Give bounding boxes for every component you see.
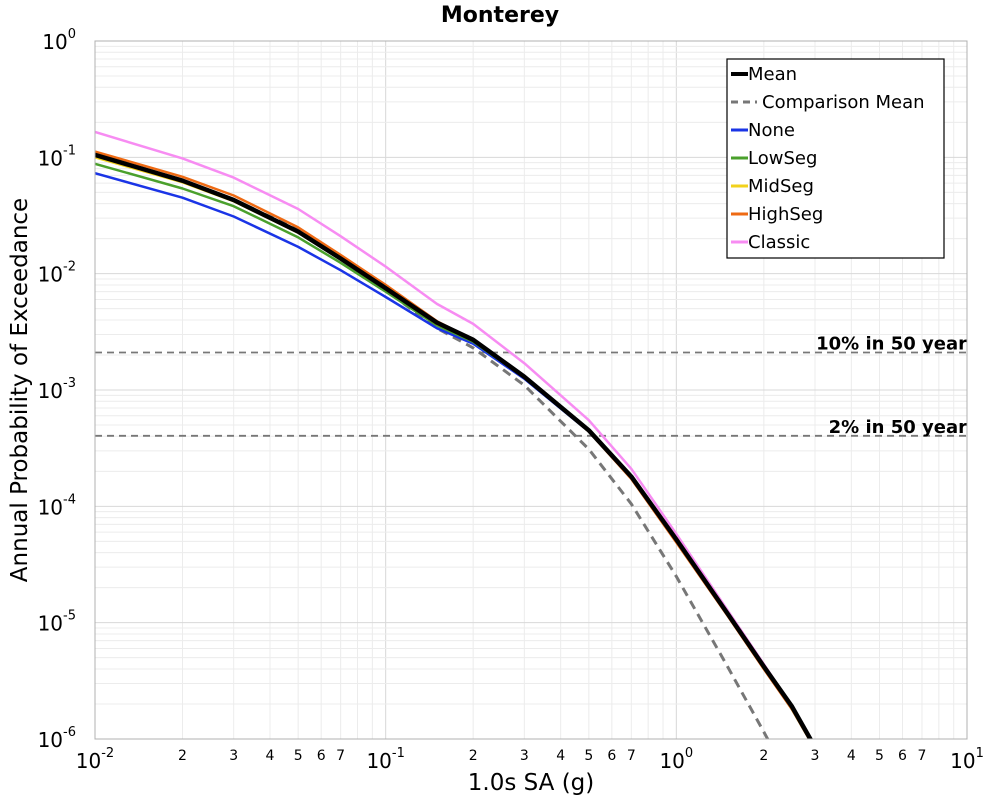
legend-label: LowSeg bbox=[748, 148, 817, 169]
y-tick-label: 100 bbox=[42, 27, 76, 54]
x-tick-label: 10-1 bbox=[366, 746, 404, 773]
series-line-classic bbox=[95, 130, 812, 739]
x-axis-label: 1.0s SA (g) bbox=[468, 770, 595, 796]
x-minor-tick-label: 5 bbox=[584, 748, 593, 764]
y-axis-ticks: 100 10-1 10-2 10-3 10-4 10-5 10-6 bbox=[38, 27, 76, 752]
y-axis-label: Annual Probability of Exceedance bbox=[7, 198, 33, 582]
x-minor-tick-label: 4 bbox=[266, 748, 275, 764]
reference-lines: 10% in 50 year 2% in 50 year bbox=[95, 334, 967, 438]
x-minor-tick-label: 7 bbox=[627, 748, 636, 764]
x-minor-tick-label: 5 bbox=[294, 748, 303, 764]
series-line-comparison-mean bbox=[95, 154, 770, 739]
grid-lines bbox=[95, 41, 967, 739]
y-tick-label: 10-1 bbox=[38, 143, 76, 170]
legend-label: HighSeg bbox=[748, 204, 823, 225]
plot-area-frame bbox=[94, 40, 968, 740]
legend-label: None bbox=[748, 120, 795, 141]
x-minor-tick-label: 2 bbox=[178, 748, 187, 764]
x-minor-tick-label: 2 bbox=[469, 748, 478, 764]
x-minor-tick-label: 6 bbox=[317, 748, 326, 764]
x-minor-tick-label: 7 bbox=[918, 748, 927, 764]
y-tick-label: 10-6 bbox=[38, 725, 76, 752]
series-line-highseg bbox=[95, 150, 811, 739]
chart-title: Monterey bbox=[441, 3, 559, 28]
x-minor-tick-label: 7 bbox=[336, 748, 345, 764]
y-tick-label: 10-2 bbox=[38, 260, 76, 287]
x-minor-tick-label: 4 bbox=[847, 748, 856, 764]
y-tick-label: 10-3 bbox=[38, 376, 76, 403]
x-tick-label: 101 bbox=[950, 746, 984, 773]
legend-label: Mean bbox=[748, 64, 797, 85]
x-minor-tick-label: 3 bbox=[520, 748, 529, 764]
legend-label: MidSeg bbox=[748, 176, 814, 197]
series-line-midseg bbox=[95, 156, 811, 739]
x-minor-tick-label: 4 bbox=[556, 748, 565, 764]
legend: Mean Comparison Mean None LowSeg MidSeg HighS… bbox=[726, 58, 945, 259]
y-tick-label: 10-5 bbox=[38, 609, 76, 636]
x-minor-tick-label: 5 bbox=[875, 748, 884, 764]
x-minor-tick-label: 3 bbox=[811, 748, 820, 764]
series-line-mean bbox=[95, 152, 813, 739]
x-minor-tick-label: 3 bbox=[229, 748, 238, 764]
series-line-lowseg bbox=[95, 162, 811, 739]
x-minor-tick-label: 6 bbox=[898, 748, 907, 764]
x-minor-tick-label: 2 bbox=[759, 748, 768, 764]
x-minor-tick-label: 6 bbox=[607, 748, 616, 764]
x-tick-label: 100 bbox=[659, 746, 693, 773]
x-tick-label: 10-2 bbox=[76, 746, 114, 773]
legend-label: Classic bbox=[748, 232, 810, 253]
legend-label: Comparison Mean bbox=[762, 92, 925, 113]
legend-box bbox=[726, 58, 945, 259]
reference-line-label: 10% in 50 year bbox=[816, 334, 967, 355]
y-tick-label: 10-4 bbox=[38, 492, 76, 519]
series-line-none bbox=[95, 171, 811, 739]
series-lines bbox=[95, 130, 813, 739]
reference-line-label: 2% in 50 year bbox=[829, 417, 967, 438]
